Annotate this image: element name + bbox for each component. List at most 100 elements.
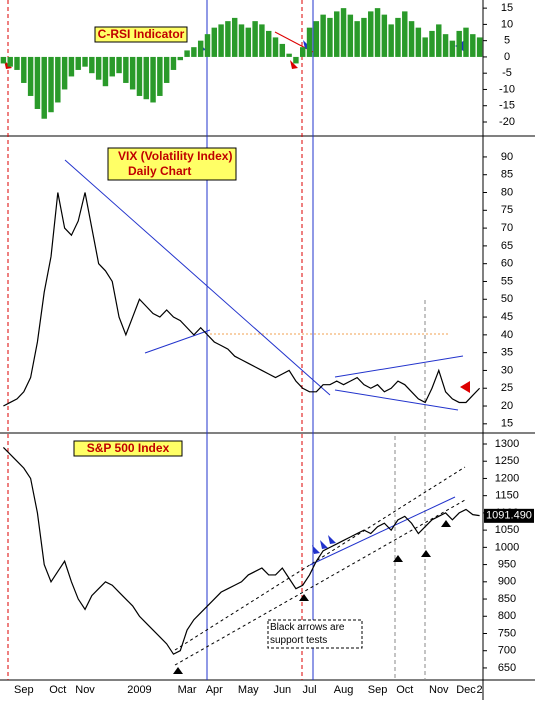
bar [184, 50, 190, 57]
y-tick-label: 700 [498, 645, 516, 657]
price-line [3, 192, 481, 407]
y-tick-label: 30 [501, 364, 513, 376]
bar [68, 56, 75, 77]
bar [422, 37, 428, 57]
y-tick-label: 50 [501, 293, 513, 305]
bar [129, 56, 136, 90]
y-tick-label: 1150 [495, 490, 519, 502]
bar [191, 47, 197, 57]
bar [102, 56, 109, 87]
bar [456, 30, 462, 57]
trendline [309, 496, 456, 566]
title-box [107, 147, 237, 181]
y-tick-label: 950 [498, 558, 516, 570]
x-tick-label: 2009 [127, 684, 151, 696]
y-tick-label: 750 [498, 627, 516, 639]
bar [116, 56, 122, 74]
annotation: Black arrows are support tests [270, 622, 345, 646]
panel-title: S&P 500 Index [87, 441, 170, 455]
bar [388, 24, 394, 57]
last-value-box [484, 508, 534, 523]
bar [150, 56, 156, 103]
bar [272, 37, 279, 57]
y-tick-label: 10 [501, 18, 513, 30]
bar [368, 11, 374, 57]
annotation-text: Black arrows are support tests [270, 622, 345, 646]
bar [340, 8, 347, 57]
bar [136, 56, 143, 96]
bar [306, 27, 313, 57]
x-tick-label: Dec [456, 684, 476, 696]
bar [231, 17, 238, 57]
bar [177, 56, 183, 61]
bar [300, 47, 306, 57]
title-box [94, 26, 188, 43]
bar [327, 17, 333, 57]
x-tick-label: Oct [396, 684, 413, 696]
bar [238, 24, 245, 57]
bar [408, 21, 415, 57]
bar [0, 56, 7, 64]
bar [41, 56, 47, 119]
last-value-label: 1091.490 [486, 510, 532, 522]
bar [34, 56, 41, 109]
x-tick-label: Sep [368, 684, 388, 696]
y-tick-label: 5 [504, 35, 510, 47]
bar [7, 56, 13, 67]
y-tick-label: 70 [501, 222, 513, 234]
y-tick-label: 60 [501, 258, 513, 270]
y-tick-label: 45 [501, 311, 513, 323]
x-tick-label: May [238, 684, 259, 696]
bar [157, 56, 163, 96]
y-tick-label: 650 [498, 662, 516, 674]
y-tick-label: 1300 [495, 438, 519, 450]
bar [293, 56, 299, 64]
y-tick-label: -5 [502, 67, 512, 79]
y-tick-label: 800 [498, 610, 516, 622]
bar [442, 34, 449, 57]
bar [163, 56, 170, 83]
bar [279, 43, 286, 57]
bar [286, 53, 292, 57]
bar [347, 14, 354, 57]
y-tick-label: 15 [501, 418, 513, 430]
bar [61, 56, 68, 90]
y-tick-label: 850 [498, 593, 516, 605]
bar [381, 14, 388, 57]
bar [436, 24, 442, 57]
x-tick-label: Sep [14, 684, 34, 696]
trendline [334, 389, 459, 411]
y-tick-label: 65 [501, 240, 513, 252]
bar [361, 17, 367, 57]
bar [265, 30, 272, 57]
bar [334, 11, 340, 57]
bar [259, 24, 265, 57]
bar [449, 40, 456, 57]
trendline [64, 159, 331, 396]
panel-title: VIX (Volatility Index) [118, 149, 232, 163]
bar [415, 27, 422, 57]
y-tick-label: -20 [499, 116, 515, 128]
x-tick-label: Mar [178, 684, 197, 696]
y-tick-label: 20 [501, 400, 513, 412]
bar [313, 21, 320, 57]
bar [218, 24, 224, 57]
y-tick-label: 900 [498, 576, 516, 588]
bar [82, 56, 88, 67]
y-tick-label: 1050 [495, 524, 519, 536]
y-tick-label: 1200 [495, 472, 519, 484]
bar [429, 30, 435, 57]
arrow [173, 520, 451, 674]
bar [245, 27, 252, 57]
bar [14, 56, 20, 70]
bar [374, 8, 381, 57]
panel-subtitle: Daily Chart [128, 164, 191, 178]
y-tick-label: 25 [501, 382, 513, 394]
y-tick-label: 85 [501, 169, 513, 181]
y-tick-label: 15 [501, 2, 513, 14]
x-tick-label: Jul [302, 684, 316, 696]
bar [211, 27, 218, 57]
y-tick-label: -10 [499, 83, 515, 95]
trendline [174, 499, 466, 666]
